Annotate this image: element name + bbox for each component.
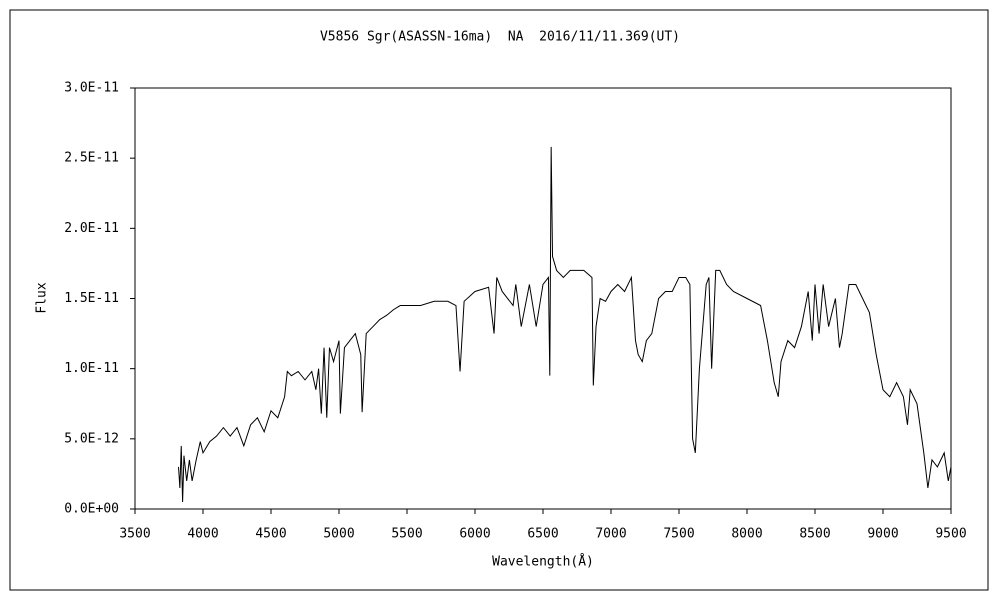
y-tick-label: 1.0E-11	[64, 361, 119, 376]
x-tick-label: 6500	[527, 527, 558, 542]
x-tick-label: 4000	[187, 527, 218, 542]
x-tick-label: 5500	[391, 527, 422, 542]
spectrum-line	[178, 146, 952, 502]
x-tick-label: 6000	[459, 527, 490, 542]
y-tick-label: 2.5E-11	[64, 151, 119, 166]
x-tick-label: 3500	[119, 527, 150, 542]
x-tick-label: 7000	[595, 527, 626, 542]
x-tick-label: 7500	[663, 527, 694, 542]
y-tick-label: 3.0E-11	[64, 81, 119, 96]
y-tick-label: 2.0E-11	[64, 221, 119, 236]
y-tick-label: 1.5E-11	[64, 291, 119, 306]
x-tick-label: 8000	[731, 527, 762, 542]
x-tick-label: 8500	[799, 527, 830, 542]
x-tick-label: 5000	[323, 527, 354, 542]
x-tick-label: 9500	[935, 527, 966, 542]
y-axis-label: Flux	[35, 282, 50, 313]
y-tick-label: 5.0E-12	[64, 431, 119, 446]
chart-title: V5856 Sgr(ASASSN-16ma) NA 2016/11/11.369…	[320, 30, 680, 45]
y-tick-label: 0.0E+00	[64, 502, 119, 517]
chart-frame	[9, 9, 989, 591]
x-axis-label: Wavelength(Å)	[492, 554, 594, 570]
x-tick-label: 4500	[255, 527, 286, 542]
x-tick-label: 9000	[867, 527, 898, 542]
